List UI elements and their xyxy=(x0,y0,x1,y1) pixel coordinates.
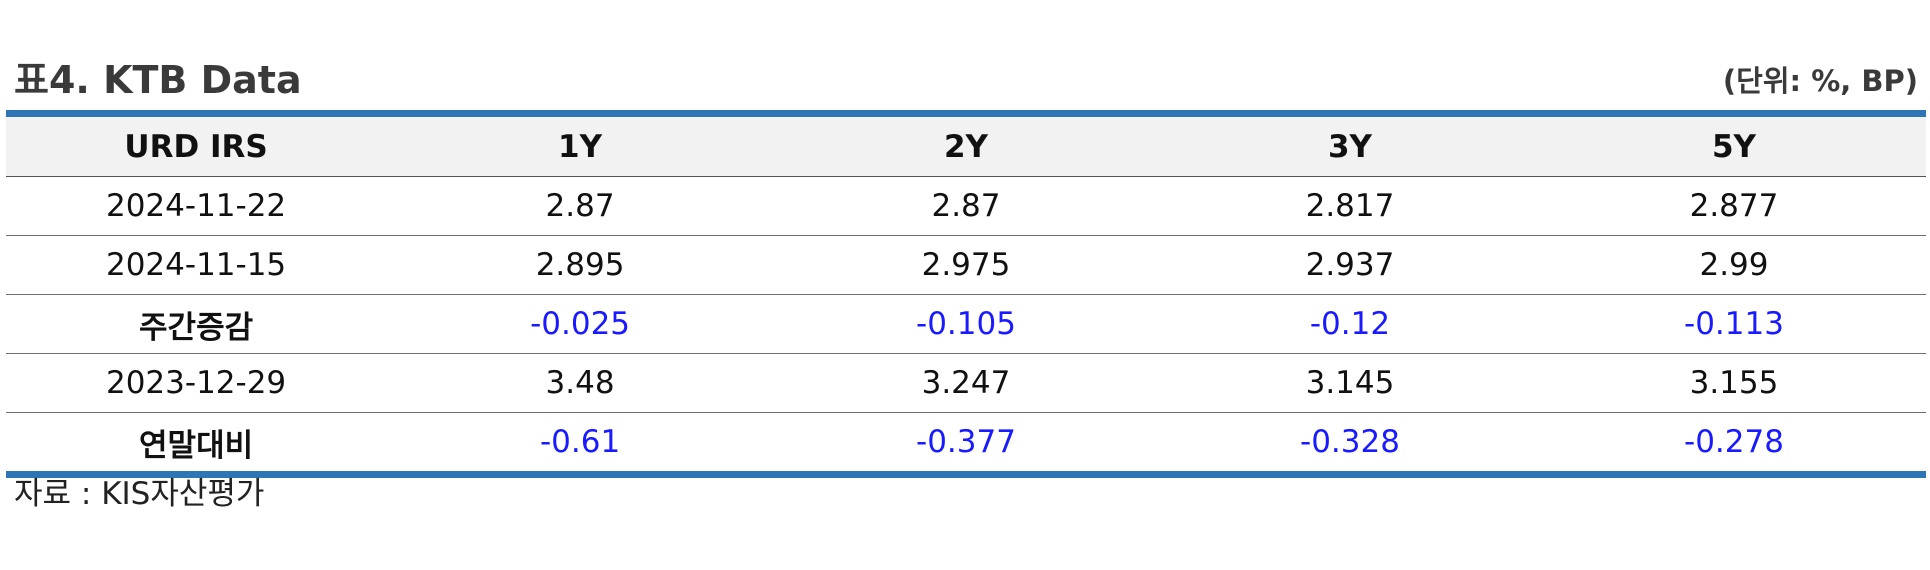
table-cell-change: -0.278 xyxy=(1684,424,1784,460)
unit-note: (단위: %, BP) xyxy=(1722,64,1918,98)
table-cell: 2.817 xyxy=(1157,176,1542,236)
table-row: 2024-11-15 2.895 2.975 2.937 2.99 xyxy=(6,235,1926,295)
table-cell: 2.877 xyxy=(1541,176,1926,236)
header-row: URD IRS 1Y 2Y 3Y 5Y xyxy=(6,113,1926,177)
table-row-ytd-change: 연말대비 -0.61 -0.377 -0.328 -0.278 xyxy=(6,413,1926,475)
table-cell: 2.895 xyxy=(386,235,774,295)
table-cell-change: -0.377 xyxy=(916,424,1016,460)
table-cell: 3.145 xyxy=(1157,353,1542,413)
column-header: URD IRS xyxy=(6,113,387,177)
table-cell: 3.48 xyxy=(386,353,774,413)
column-header: 5Y xyxy=(1541,113,1926,177)
table-cell: 3.155 xyxy=(1541,353,1926,413)
ktb-data-table: URD IRS 1Y 2Y 3Y 5Y 2024-11-22 2.87 2.87… xyxy=(6,110,1926,478)
table-cell-change: -0.61 xyxy=(539,424,621,460)
table-row: 2023-12-29 3.48 3.247 3.145 3.155 xyxy=(6,353,1926,413)
table-cell: 2.87 xyxy=(773,176,1158,236)
table-cell: 2.99 xyxy=(1541,235,1926,295)
row-label: 2023-12-29 xyxy=(6,353,387,413)
table-cell-change: -0.105 xyxy=(773,294,1158,354)
column-header: 3Y xyxy=(1157,113,1542,177)
table-cell: 2.975 xyxy=(773,235,1158,295)
ktb-data-table-container: URD IRS 1Y 2Y 3Y 5Y 2024-11-22 2.87 2.87… xyxy=(6,110,1926,478)
table-title: 표4. KTB Data xyxy=(14,58,302,102)
table-cell: 3.247 xyxy=(773,353,1158,413)
table-row: 2024-11-22 2.87 2.87 2.817 2.877 xyxy=(6,176,1926,236)
column-header: 1Y xyxy=(386,113,774,177)
table-cell: 2.87 xyxy=(386,176,774,236)
source-note: 자료 : KIS자산평가 xyxy=(14,476,265,512)
row-label: 주간증감 xyxy=(6,294,387,354)
table-cell-change: -0.113 xyxy=(1541,294,1926,354)
column-header: 2Y xyxy=(773,113,1158,177)
row-label: 2024-11-15 xyxy=(6,235,387,295)
table-cell-change: -0.12 xyxy=(1157,294,1542,354)
table-row-weekly-change: 주간증감 -0.025 -0.105 -0.12 -0.113 xyxy=(6,294,1926,354)
table-cell-change: -0.025 xyxy=(386,294,774,354)
table-cell-change: -0.328 xyxy=(1300,424,1400,460)
row-label: 연말대비 xyxy=(139,427,254,464)
row-label: 2024-11-22 xyxy=(6,176,387,236)
table-cell: 2.937 xyxy=(1157,235,1542,295)
